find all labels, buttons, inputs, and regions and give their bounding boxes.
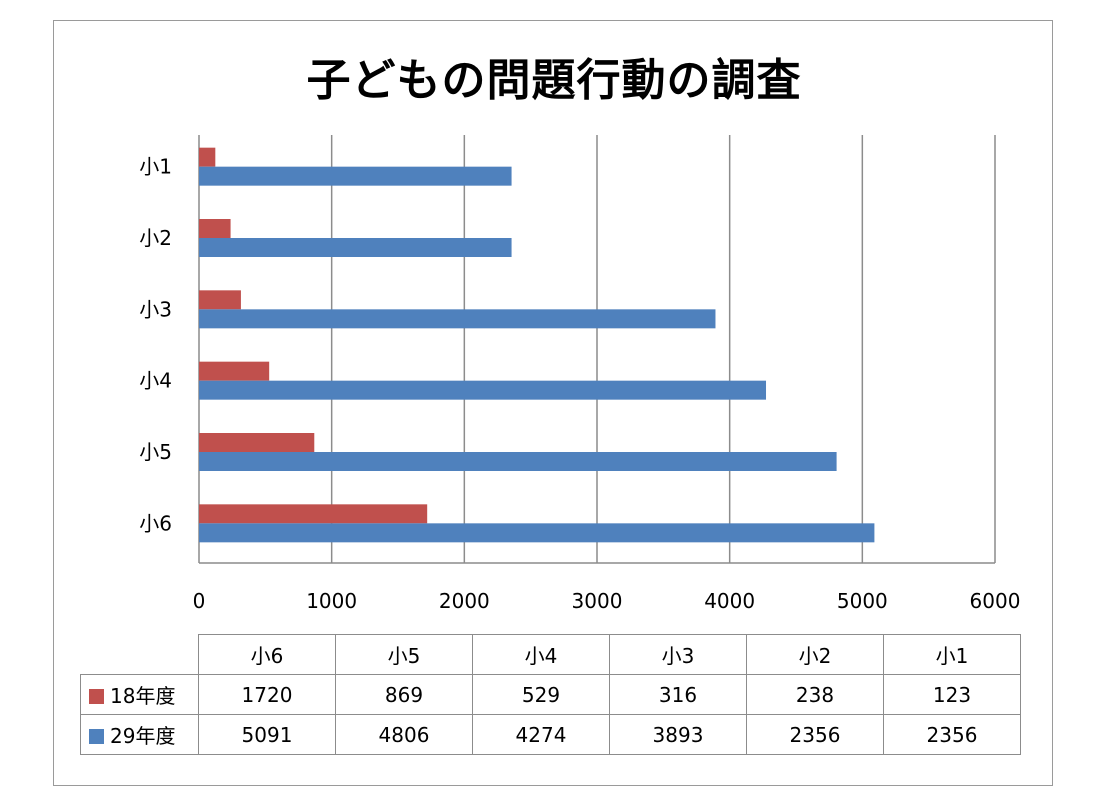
x-tick-label: 5000	[837, 589, 888, 613]
data-table-value: 3893	[609, 714, 747, 755]
data-table-series-label: 29年度	[80, 714, 199, 755]
legend-swatch	[89, 689, 104, 704]
x-tick-label: 6000	[970, 589, 1021, 613]
chart-title: 子どもの問題行動の調査	[306, 55, 802, 106]
y-category-label: 小1	[139, 155, 172, 179]
bar	[199, 219, 231, 238]
data-table-header-row: 小6 小5 小4 小3 小2 小1	[80, 634, 1021, 675]
bar	[199, 504, 428, 524]
x-tick-label: 1000	[306, 589, 357, 613]
data-table-row: 29年度 5091 4806 4274 3893 2356 2356	[80, 714, 1021, 755]
y-category-label: 小3	[139, 297, 172, 321]
y-category-label: 小4	[139, 369, 172, 393]
bar	[199, 147, 216, 167]
data-table-value: 238	[746, 674, 884, 715]
data-table-category-header: 小6	[198, 634, 336, 675]
x-tick-label: 4000	[704, 589, 755, 613]
bar	[199, 309, 716, 329]
bar	[199, 523, 875, 543]
data-table-category-header: 小5	[335, 634, 473, 675]
bar	[199, 433, 315, 452]
legend-swatch	[89, 729, 104, 744]
x-tick-label: 2000	[439, 589, 490, 613]
legend-label: 18年度	[110, 684, 176, 708]
x-tick-label: 3000	[572, 589, 623, 613]
data-table: 小6 小5 小4 小3 小2 小1 18年度 1720 869 529 316 238 123 29…	[80, 634, 1021, 755]
data-table-row: 18年度 1720 869 529 316 238 123	[80, 674, 1021, 715]
data-table-value: 4274	[472, 714, 610, 755]
data-table-value: 316	[609, 674, 747, 715]
data-table-value: 529	[472, 674, 610, 715]
bar	[199, 380, 767, 400]
y-category-label: 小5	[139, 440, 172, 464]
x-tick-label: 0	[193, 589, 206, 613]
data-table-value: 869	[335, 674, 473, 715]
data-table-category-header: 小2	[746, 634, 884, 675]
data-table-category-header: 小4	[472, 634, 610, 675]
bar	[199, 238, 512, 257]
data-table-value: 5091	[198, 714, 336, 755]
data-table-value: 1720	[198, 674, 336, 715]
legend-label: 29年度	[110, 724, 176, 748]
data-table-value: 2356	[883, 714, 1021, 755]
data-table-category-header: 小1	[883, 634, 1021, 675]
data-table-category-header: 小3	[609, 634, 747, 675]
data-table-value: 123	[883, 674, 1021, 715]
data-table-series-label: 18年度	[80, 674, 199, 715]
y-category-label: 小2	[139, 226, 172, 250]
data-table-corner	[80, 634, 199, 675]
bar	[199, 166, 512, 186]
bar	[199, 361, 270, 381]
bar	[199, 452, 837, 471]
data-table-value: 4806	[335, 714, 473, 755]
data-table-value: 2356	[746, 714, 884, 755]
y-category-label: 小6	[139, 511, 172, 535]
bar	[199, 290, 241, 310]
